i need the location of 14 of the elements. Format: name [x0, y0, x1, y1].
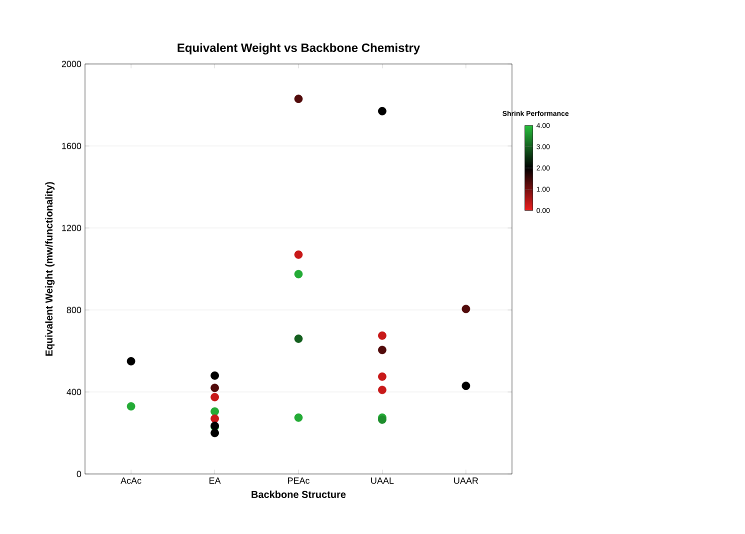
chart-title: Equivalent Weight vs Backbone Chemistry — [178, 43, 420, 54]
y-axis-title: Equivalent Weight (mw/functionality) — [45, 182, 55, 356]
y-tick-label: 1600 — [62, 142, 82, 150]
x-tick-label: UAAL — [371, 478, 394, 484]
x-tick-label: UAAR — [454, 478, 478, 484]
x-axis-title: Backbone Structure — [252, 490, 346, 498]
y-tick-label: 400 — [66, 388, 82, 396]
x-tick-label: AcAc — [120, 478, 142, 484]
y-tick-label: 800 — [66, 306, 82, 314]
x-tick-label: PEAc — [288, 478, 310, 484]
y-tick-label: 0 — [76, 470, 82, 478]
x-tick-label: EA — [210, 478, 221, 484]
y-tick-label: 2000 — [62, 60, 82, 68]
y-tick-label: 1200 — [62, 224, 82, 232]
